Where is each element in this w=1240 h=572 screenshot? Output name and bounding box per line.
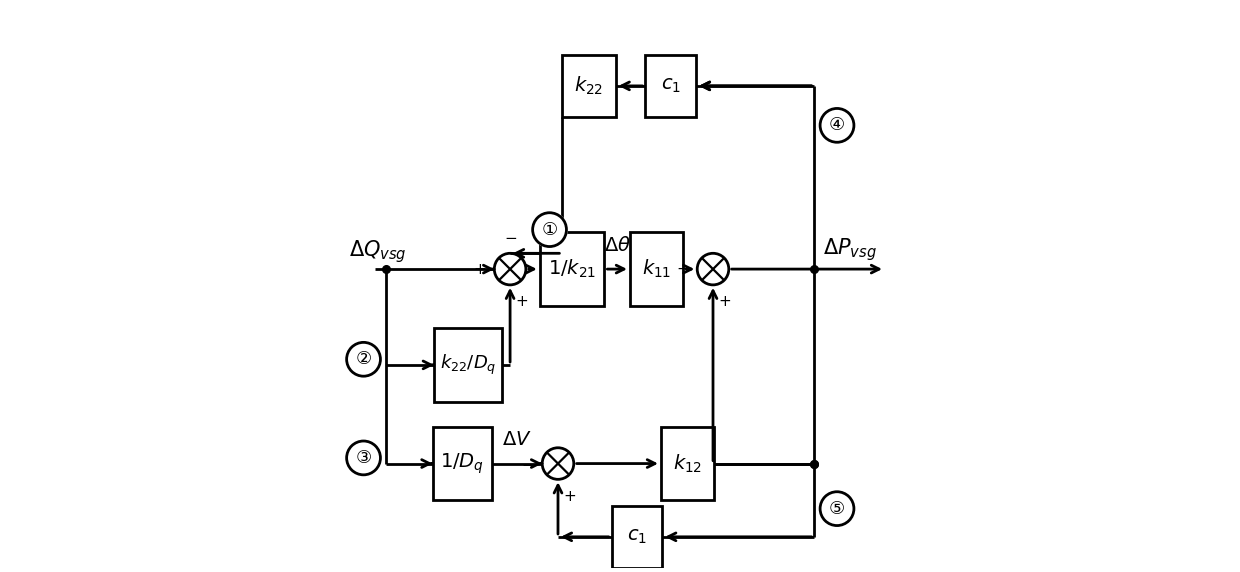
Text: $k_{11}$: $k_{11}$ [642, 258, 671, 280]
Text: $+$: $+$ [676, 261, 689, 277]
Text: $\Delta V$: $\Delta V$ [502, 431, 532, 450]
Text: $k_{12}$: $k_{12}$ [673, 452, 702, 475]
Text: ③: ③ [356, 449, 372, 467]
Text: ⑤: ⑤ [830, 500, 846, 518]
FancyBboxPatch shape [611, 506, 662, 568]
Text: $\Delta\theta$: $\Delta\theta$ [604, 236, 631, 255]
Text: $k_{22}/D_q$: $k_{22}/D_q$ [440, 353, 496, 377]
Circle shape [347, 343, 381, 376]
Circle shape [820, 492, 854, 526]
FancyBboxPatch shape [539, 232, 604, 305]
Circle shape [347, 441, 381, 475]
Text: $-$: $-$ [503, 229, 517, 244]
Text: ②: ② [356, 350, 372, 368]
Circle shape [820, 109, 854, 142]
Text: ④: ④ [830, 116, 846, 134]
Text: $-$: $-$ [521, 456, 534, 471]
Text: $+$: $+$ [563, 489, 575, 504]
Text: $1/k_{21}$: $1/k_{21}$ [548, 258, 596, 280]
Text: $c_1$: $c_1$ [661, 77, 681, 96]
Text: $1/D_q$: $1/D_q$ [440, 451, 485, 476]
FancyBboxPatch shape [434, 328, 502, 402]
Text: ①: ① [542, 221, 558, 239]
Text: $k_{22}$: $k_{22}$ [574, 75, 604, 97]
FancyBboxPatch shape [562, 55, 616, 117]
Text: $\Delta Q_{vsg}$: $\Delta Q_{vsg}$ [350, 238, 407, 265]
Text: $+$: $+$ [515, 295, 528, 309]
Text: $c_1$: $c_1$ [627, 527, 647, 546]
Text: $+$: $+$ [718, 295, 730, 309]
FancyBboxPatch shape [645, 55, 696, 117]
Circle shape [533, 213, 567, 247]
Text: $+$: $+$ [474, 261, 486, 277]
FancyBboxPatch shape [630, 232, 683, 305]
FancyBboxPatch shape [433, 427, 492, 500]
FancyBboxPatch shape [661, 427, 714, 500]
Text: $\Delta P_{vsg}$: $\Delta P_{vsg}$ [823, 237, 877, 264]
